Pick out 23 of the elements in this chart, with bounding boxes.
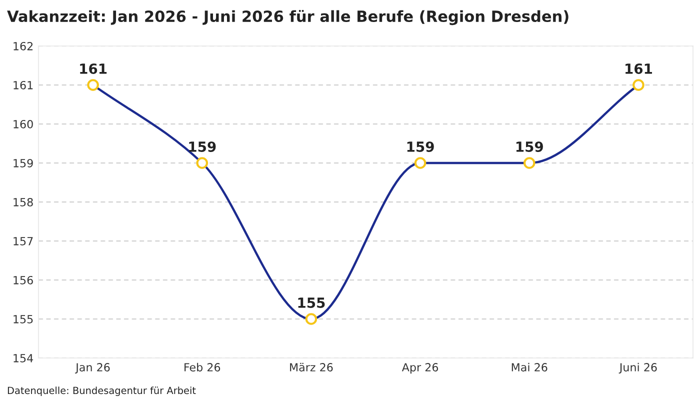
data-label: 159 xyxy=(516,141,543,152)
y-tick-label: 156 xyxy=(14,276,33,284)
x-tick-label: Juni 26 xyxy=(618,362,657,374)
data-label: 159 xyxy=(407,141,434,152)
data-label: 155 xyxy=(298,298,325,308)
y-tick-label: 154 xyxy=(14,354,34,362)
y-tick-label: 159 xyxy=(14,158,33,168)
text: Datenquelle: Bundesagentur für Arbeit xyxy=(8,386,196,396)
y-tick-label: 155 xyxy=(14,315,33,324)
data-label: 161 xyxy=(626,63,652,74)
y-tick-label: 162 xyxy=(14,42,33,50)
x-tick-label: Feb 26 xyxy=(184,362,220,372)
y-tick-label: 158 xyxy=(14,198,33,206)
y-tick-label: 161 xyxy=(14,80,33,90)
data-label: 159 xyxy=(189,141,216,152)
x-tick-label: März 26 xyxy=(290,362,333,372)
y-tick-label: 157 xyxy=(14,237,33,246)
y-tick-label: 160 xyxy=(14,120,33,128)
x-tick-label: Mai 26 xyxy=(512,362,548,372)
chart-title: Vakanzzeit: Jan 2026 - Juni 2026 für alle Berufe (Region Dresden) xyxy=(7,10,568,26)
x-tick-label: Apr 26 xyxy=(402,363,438,374)
data-label: 161 xyxy=(80,63,107,74)
x-tick-label: Jan 26 xyxy=(75,363,110,374)
